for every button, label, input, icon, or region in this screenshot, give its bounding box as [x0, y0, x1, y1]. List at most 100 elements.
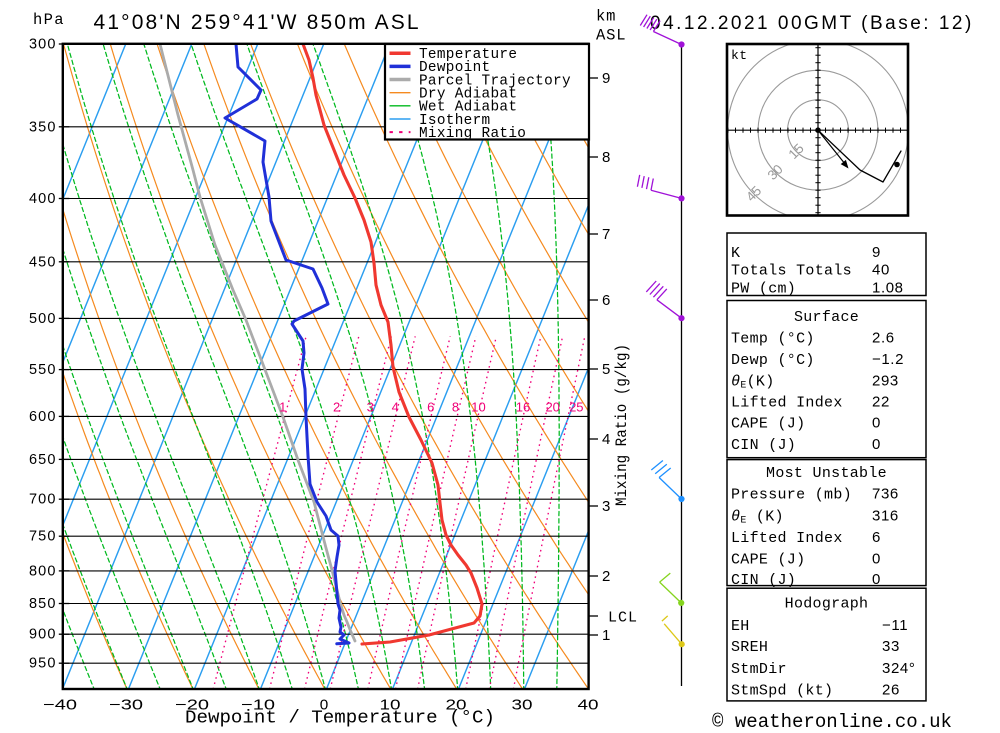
svg-text:736: 736 [872, 486, 899, 503]
svg-text:700: 700 [29, 492, 57, 508]
svg-text:33: 33 [882, 638, 900, 655]
svg-text:450: 450 [29, 254, 57, 270]
svg-text:0: 0 [872, 415, 881, 432]
svg-text:© weatheronline.co.uk: © weatheronline.co.uk [712, 711, 952, 733]
svg-text:−10: −10 [241, 697, 275, 714]
svg-text:−30: −30 [109, 697, 143, 714]
svg-text:Hodograph: Hodograph [785, 596, 869, 613]
svg-text:Mixing Ratio: Mixing Ratio [419, 126, 526, 142]
svg-text:850: 850 [29, 596, 57, 612]
svg-text:CIN (J): CIN (J) [731, 572, 796, 589]
svg-text:04.12.2021 00GMT (Base: 12): 04.12.2021 00GMT (Base: 12) [650, 13, 974, 34]
svg-text:800: 800 [29, 563, 57, 579]
svg-text:Temperature: Temperature [419, 47, 517, 63]
svg-text:1.08: 1.08 [872, 280, 904, 297]
svg-text:8: 8 [602, 149, 610, 166]
svg-text:41°08'N 259°41'W 850m ASL: 41°08'N 259°41'W 850m ASL [94, 11, 421, 34]
svg-text:400: 400 [29, 191, 57, 207]
svg-text:40: 40 [578, 697, 599, 714]
svg-text:Surface: Surface [794, 309, 859, 326]
svg-text:600: 600 [29, 409, 57, 425]
svg-text:25: 25 [569, 400, 583, 415]
svg-text:θE(K): θE(K) [731, 374, 775, 392]
svg-text:16: 16 [516, 400, 530, 415]
svg-text:6: 6 [872, 529, 881, 546]
svg-text:θE (K): θE (K) [731, 509, 784, 527]
svg-text:26: 26 [882, 681, 900, 698]
svg-text:Isotherm: Isotherm [419, 113, 491, 129]
svg-text:30: 30 [765, 162, 786, 183]
svg-text:Totals Totals: Totals Totals [731, 263, 852, 280]
svg-text:2: 2 [602, 568, 610, 585]
svg-text:StmSpd (kt): StmSpd (kt) [731, 682, 833, 699]
svg-text:10: 10 [380, 697, 401, 714]
svg-text:km: km [596, 8, 616, 26]
svg-text:0: 0 [320, 697, 329, 714]
svg-text:Temp (°C): Temp (°C) [731, 331, 815, 348]
svg-text:900: 900 [29, 627, 57, 643]
svg-text:K: K [731, 245, 740, 262]
svg-text:−1.2: −1.2 [872, 351, 904, 368]
svg-text:500: 500 [29, 311, 57, 327]
svg-text:9: 9 [872, 244, 881, 261]
svg-text:0: 0 [872, 571, 881, 588]
svg-text:30: 30 [512, 697, 533, 714]
svg-text:Most Unstable: Most Unstable [766, 465, 887, 482]
svg-text:Lifted Index: Lifted Index [731, 395, 843, 412]
svg-text:StmDir: StmDir [731, 661, 787, 678]
svg-text:CIN (J): CIN (J) [731, 437, 796, 454]
svg-text:20: 20 [446, 697, 467, 714]
svg-text:Lifted Index: Lifted Index [731, 530, 843, 547]
svg-text:Mixing Ratio (g/kg): Mixing Ratio (g/kg) [613, 344, 631, 506]
svg-text:Pressure (mb): Pressure (mb) [731, 487, 852, 504]
svg-text:2.6: 2.6 [872, 330, 895, 347]
svg-text:6: 6 [427, 400, 434, 415]
svg-text:CAPE (J): CAPE (J) [731, 416, 805, 433]
svg-text:45: 45 [743, 183, 764, 204]
svg-text:550: 550 [29, 362, 57, 378]
svg-text:6: 6 [602, 292, 610, 309]
svg-text:SREH: SREH [731, 639, 768, 656]
svg-text:−11: −11 [882, 617, 908, 634]
svg-text:3: 3 [602, 498, 610, 515]
svg-text:316: 316 [872, 508, 899, 525]
svg-text:2: 2 [333, 400, 340, 415]
svg-text:Dewp (°C): Dewp (°C) [731, 352, 815, 369]
svg-text:Wet Adiabat: Wet Adiabat [419, 100, 517, 116]
svg-text:300: 300 [29, 37, 57, 53]
svg-text:PW (cm): PW (cm) [731, 281, 796, 298]
svg-text:4: 4 [392, 400, 399, 415]
svg-text:950: 950 [29, 656, 57, 672]
svg-text:350: 350 [29, 119, 57, 135]
svg-text:0: 0 [872, 436, 881, 453]
svg-text:1: 1 [602, 627, 610, 644]
svg-text:20: 20 [545, 400, 559, 415]
svg-text:ASL: ASL [596, 27, 626, 45]
svg-text:LCL: LCL [608, 610, 638, 627]
svg-text:kt: kt [731, 48, 748, 63]
svg-text:CAPE (J): CAPE (J) [731, 551, 805, 568]
svg-text:9: 9 [602, 70, 610, 87]
svg-text:5: 5 [602, 361, 610, 378]
svg-text:4: 4 [602, 431, 610, 448]
svg-text:Dry Adiabat: Dry Adiabat [419, 87, 517, 103]
svg-text:750: 750 [29, 529, 57, 545]
svg-text:293: 293 [872, 373, 899, 390]
svg-text:hPa: hPa [33, 11, 65, 29]
svg-text:−40: −40 [43, 697, 77, 714]
svg-text:324°: 324° [882, 660, 915, 677]
svg-text:3: 3 [367, 400, 374, 415]
svg-text:1: 1 [279, 400, 286, 415]
svg-text:Dewpoint: Dewpoint [419, 60, 491, 76]
svg-text:8: 8 [452, 400, 459, 415]
svg-text:Parcel Trajectory: Parcel Trajectory [419, 73, 571, 89]
svg-text:−20: −20 [175, 697, 209, 714]
svg-text:Dewpoint / Temperature (°C): Dewpoint / Temperature (°C) [185, 709, 495, 729]
svg-text:10: 10 [471, 400, 485, 415]
svg-text:650: 650 [29, 452, 57, 468]
svg-text:7: 7 [602, 226, 610, 243]
svg-text:0: 0 [872, 550, 881, 567]
svg-text:40: 40 [872, 262, 890, 279]
svg-text:22: 22 [872, 394, 890, 411]
svg-text:EH: EH [731, 618, 750, 635]
